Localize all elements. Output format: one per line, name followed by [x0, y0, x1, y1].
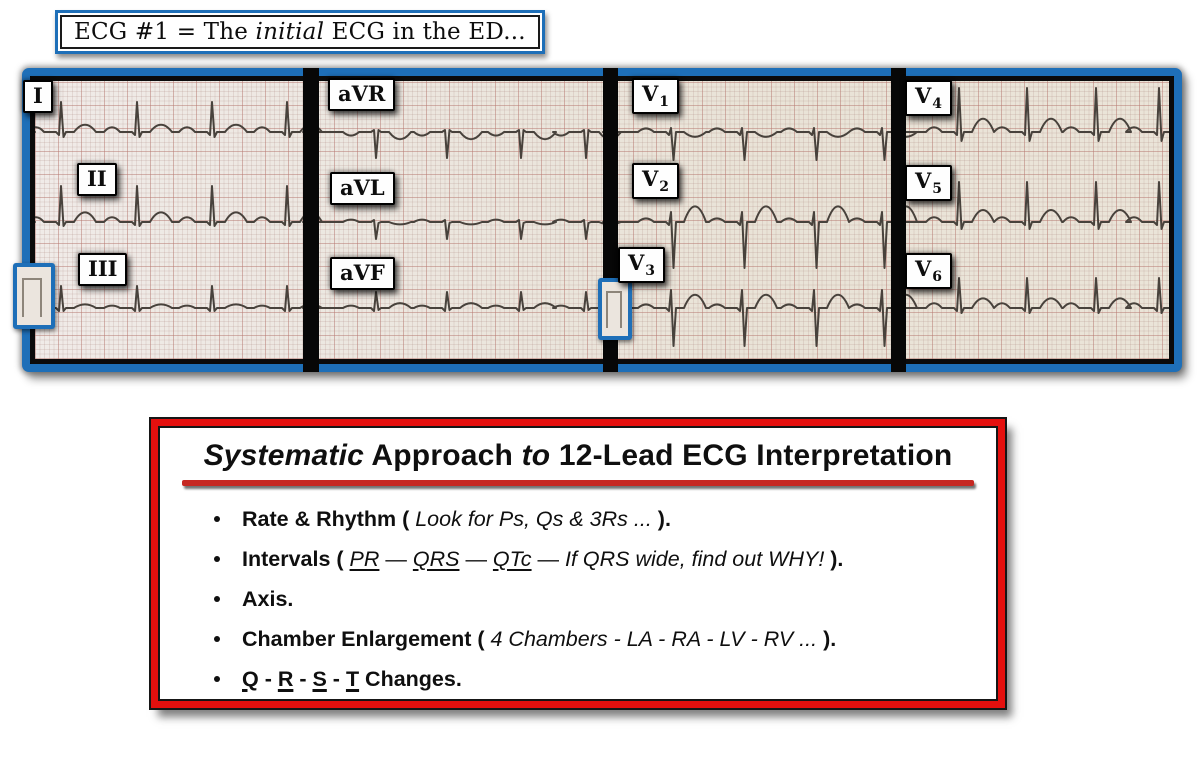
bullet-seg: — [459, 546, 493, 571]
lead-label-II: II [77, 163, 117, 196]
lead-label-V5: V5 [905, 165, 953, 201]
lead-label-V3: V3 [618, 247, 666, 283]
approach-title-seg: Systematic [203, 439, 364, 472]
ecg-title-seg: ECG in the ED... [324, 19, 526, 45]
lead-label-sub: 1 [659, 94, 670, 110]
column-divider [303, 68, 319, 372]
bullet-seg: Look for Ps, Qs & 3Rs ... [415, 506, 658, 531]
ecg-trace-III [35, 285, 323, 312]
calibration-pulse-icon [606, 291, 622, 328]
lead-label-aVR: aVR [328, 78, 396, 111]
lead-label-text: V [915, 168, 932, 193]
ecg-trace-V1 [617, 127, 918, 161]
bullet-dot [214, 556, 220, 562]
ecg-title-box: ECG #1 = The initial ECG in the ED... [55, 10, 545, 54]
ecg-trace-V3 [617, 289, 918, 347]
bullet-seg: R [277, 666, 294, 691]
lead-label-sub: 3 [645, 263, 656, 279]
lead-label-text: V [642, 166, 659, 191]
bullet-dot [214, 596, 220, 602]
bullet-seg: QRS [412, 546, 460, 571]
calibration-marker [13, 263, 55, 329]
bullet-seg: Changes. [359, 666, 462, 691]
lead-label-sub: 4 [932, 96, 943, 112]
lead-label-text: I [33, 83, 43, 108]
bullet-rate-rhythm: Rate & Rhythm ( Look for Ps, Qs & 3Rs ..… [176, 499, 980, 539]
ecg-panel-inner: I II III aVR aVL aVF V1 V2 V3 V4 V5 V6 [13, 68, 1174, 372]
ecg-trace-V5 [905, 181, 1169, 230]
lead-label-aVF: aVF [330, 257, 395, 290]
ecg-title-seg-italic: initial [255, 19, 325, 45]
bullet-seg: Chamber Enlargement ( [242, 626, 491, 651]
ecg-trace-V4 [905, 87, 1169, 142]
ecg-title-seg: ECG #1 = The [74, 19, 256, 45]
ecg-trace-I [35, 101, 323, 138]
bullet-seg: T [345, 666, 360, 691]
lead-label-text: V [915, 83, 932, 108]
lead-label-sub: 2 [659, 179, 670, 195]
lead-label-V1: V1 [632, 78, 680, 114]
approach-title: Systematic Approach to 12-Lead ECG Inter… [176, 439, 980, 473]
bullet-seg: - [293, 666, 313, 691]
lead-label-text: aVL [340, 175, 385, 200]
systematic-approach-box: Systematic Approach to 12-Lead ECG Inter… [151, 419, 1005, 708]
lead-label-sub: 6 [932, 269, 943, 285]
bullet-seg: ). [657, 506, 671, 531]
bullet-seg: Intervals ( [242, 546, 350, 571]
ecg-trace-aVF [318, 291, 622, 312]
approach-title-seg: 12-Lead ECG Interpretation [550, 439, 953, 472]
ecg-trace-aVL [318, 218, 622, 240]
lead-label-V2: V2 [632, 163, 680, 199]
title-underline [182, 480, 974, 486]
bullet-seg: - [258, 666, 278, 691]
ecg-traces [35, 87, 1169, 347]
bullet-seg: — [379, 546, 413, 571]
approach-title-seg: Approach [364, 439, 522, 472]
lead-label-V4: V4 [905, 80, 953, 116]
lead-label-text: V [915, 256, 932, 281]
lead-label-text: V [628, 250, 645, 275]
column-divider [891, 68, 906, 372]
lead-label-V6: V6 [905, 253, 953, 289]
approach-bullet-list: Rate & Rhythm ( Look for Ps, Qs & 3Rs ..… [176, 499, 980, 699]
ecg-paper [35, 81, 1169, 359]
calibration-marker [598, 278, 632, 340]
calibration-pulse-icon [22, 278, 42, 317]
ecg-trace-V2 [617, 205, 918, 269]
lead-label-I: I [23, 80, 53, 113]
bullet-seg: Q [242, 666, 259, 691]
bullet-seg: PR [349, 546, 380, 571]
ecg-trace-aVR [318, 129, 622, 159]
bullet-seg: If QRS wide, find out WHY! [565, 546, 825, 571]
bullet-seg: ). [823, 626, 837, 651]
lead-label-sub: 5 [932, 181, 943, 197]
lead-label-text: III [88, 256, 118, 281]
lead-label-text: V [642, 81, 659, 106]
bullet-dot [214, 676, 220, 682]
approach-title-seg: to [521, 439, 551, 472]
bullet-seg: QTc [492, 546, 532, 571]
bullet-seg: ). [824, 546, 844, 571]
bullet-seg: S [312, 666, 327, 691]
bullet-dot [214, 636, 220, 642]
lead-label-text: aVR [338, 81, 386, 106]
ecg-trace-II [35, 185, 323, 227]
bullet-chamber-enlargement: Chamber Enlargement ( 4 Chambers - LA - … [176, 619, 980, 659]
ecg-trace-V6 [905, 277, 1169, 314]
lead-label-aVL: aVL [330, 172, 395, 205]
bullet-qrst-changes: Q - R - S - T Changes. [176, 659, 980, 699]
bullet-seg: — [531, 546, 566, 571]
bullet-seg: - [326, 666, 346, 691]
lead-label-text: aVF [340, 260, 385, 285]
bullet-seg: 4 Chambers - LA - RA - LV - RV ... [490, 626, 824, 651]
bullet-intervals: Intervals ( PR — QRS — QTc — If QRS wide… [176, 539, 980, 579]
ecg-panel: I II III aVR aVL aVF V1 V2 V3 V4 V5 V6 [13, 68, 1182, 372]
bullet-seg: Rate & Rhythm ( [242, 506, 416, 531]
bullet-axis: Axis. [176, 579, 980, 619]
lead-label-III: III [78, 253, 128, 286]
bullet-dot [214, 516, 220, 522]
lead-label-text: II [87, 166, 107, 191]
bullet-seg: Axis. [242, 586, 294, 611]
